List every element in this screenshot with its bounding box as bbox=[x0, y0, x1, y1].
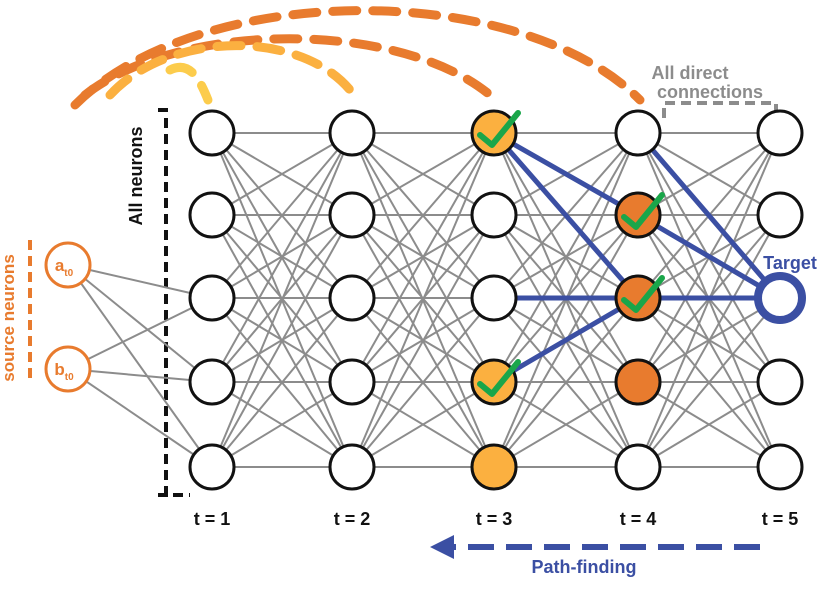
edge bbox=[637, 214, 781, 468]
check-icon bbox=[477, 359, 521, 397]
edge bbox=[637, 297, 781, 468]
edge bbox=[211, 132, 353, 299]
edge bbox=[493, 297, 639, 468]
neuron-node bbox=[470, 443, 518, 491]
target-node bbox=[754, 272, 806, 324]
edge bbox=[211, 381, 353, 468]
edge bbox=[493, 132, 639, 383]
neuron-node bbox=[188, 191, 236, 239]
check-icon bbox=[477, 110, 521, 148]
edge bbox=[637, 132, 781, 216]
source-edges bbox=[67, 264, 213, 468]
source-edge bbox=[67, 297, 213, 370]
path-edge bbox=[491, 130, 641, 218]
source-edge bbox=[67, 264, 213, 383]
path-finding-arrow-head bbox=[430, 535, 454, 559]
neuron-node bbox=[188, 274, 236, 322]
check-icon bbox=[621, 275, 665, 313]
path-finding-label: Path-finding bbox=[532, 557, 637, 577]
arc-yellow bbox=[165, 62, 213, 105]
neuron-node bbox=[470, 274, 518, 322]
path-edge bbox=[635, 130, 783, 301]
layer-label: t = 4 bbox=[620, 509, 657, 529]
neuron-node bbox=[328, 443, 376, 491]
neuron-node bbox=[614, 191, 662, 239]
source-neurons-label: source neurons bbox=[0, 254, 18, 382]
layer-label: t = 3 bbox=[476, 509, 513, 529]
layer-labels: t = 1 t = 2 t = 3 t = 4 t = 5 bbox=[194, 509, 799, 529]
source-edge bbox=[67, 368, 213, 383]
edge bbox=[351, 297, 495, 468]
all-direct-label-line2: connections bbox=[657, 82, 763, 102]
edge bbox=[351, 381, 495, 468]
neuron-node bbox=[756, 109, 804, 157]
check-marks bbox=[477, 110, 665, 397]
neuron-node bbox=[328, 274, 376, 322]
edge bbox=[351, 132, 495, 468]
edge bbox=[351, 132, 495, 299]
connection-arcs bbox=[70, 6, 645, 110]
neuron-node bbox=[756, 191, 804, 239]
arc-dark-orange-inner bbox=[80, 34, 495, 100]
path-edge bbox=[635, 212, 783, 301]
path-finding-arrow bbox=[430, 535, 760, 559]
all-direct-bracket bbox=[662, 101, 778, 118]
neuron-node bbox=[188, 358, 236, 406]
neuron-node bbox=[470, 358, 518, 406]
source-edge bbox=[67, 264, 213, 299]
edge bbox=[351, 214, 495, 468]
edge bbox=[211, 214, 353, 468]
target-label: Target bbox=[763, 253, 817, 273]
all-neurons-label: All neurons bbox=[126, 126, 146, 225]
neuron-node bbox=[614, 358, 662, 406]
check-icon bbox=[621, 192, 665, 230]
layer-label: t = 2 bbox=[334, 509, 371, 529]
neuron-node bbox=[188, 109, 236, 157]
edge bbox=[351, 132, 495, 216]
source-node bbox=[44, 241, 92, 289]
neuron-node bbox=[756, 443, 804, 491]
neuron-node bbox=[756, 358, 804, 406]
arc-dark-orange-outer bbox=[70, 6, 645, 110]
network-nodes bbox=[188, 109, 806, 491]
edge bbox=[351, 132, 495, 383]
all-neurons-bracket bbox=[158, 108, 190, 497]
neuron-node bbox=[328, 109, 376, 157]
path-edge bbox=[491, 130, 641, 301]
path-finding-edges bbox=[491, 130, 783, 385]
source-edge bbox=[67, 264, 213, 468]
neuron-node bbox=[328, 191, 376, 239]
edge bbox=[211, 132, 353, 468]
edge bbox=[211, 132, 353, 383]
edge bbox=[493, 381, 639, 468]
neuron-node bbox=[614, 274, 662, 322]
neuron-node bbox=[614, 109, 662, 157]
edge bbox=[211, 132, 353, 216]
path-edge bbox=[491, 295, 641, 385]
all-direct-label-line1: All direct bbox=[651, 63, 728, 83]
source-edge bbox=[67, 368, 213, 468]
neuron-node bbox=[470, 191, 518, 239]
neuron-node bbox=[614, 443, 662, 491]
neuron-node bbox=[470, 109, 518, 157]
edge bbox=[211, 297, 353, 468]
arc-light-orange bbox=[105, 41, 355, 100]
neuron-node bbox=[328, 358, 376, 406]
layer-label: t = 5 bbox=[762, 509, 799, 529]
edge bbox=[637, 381, 781, 468]
layer-label: t = 1 bbox=[194, 509, 231, 529]
neuron-node bbox=[188, 443, 236, 491]
source-node bbox=[44, 345, 92, 393]
